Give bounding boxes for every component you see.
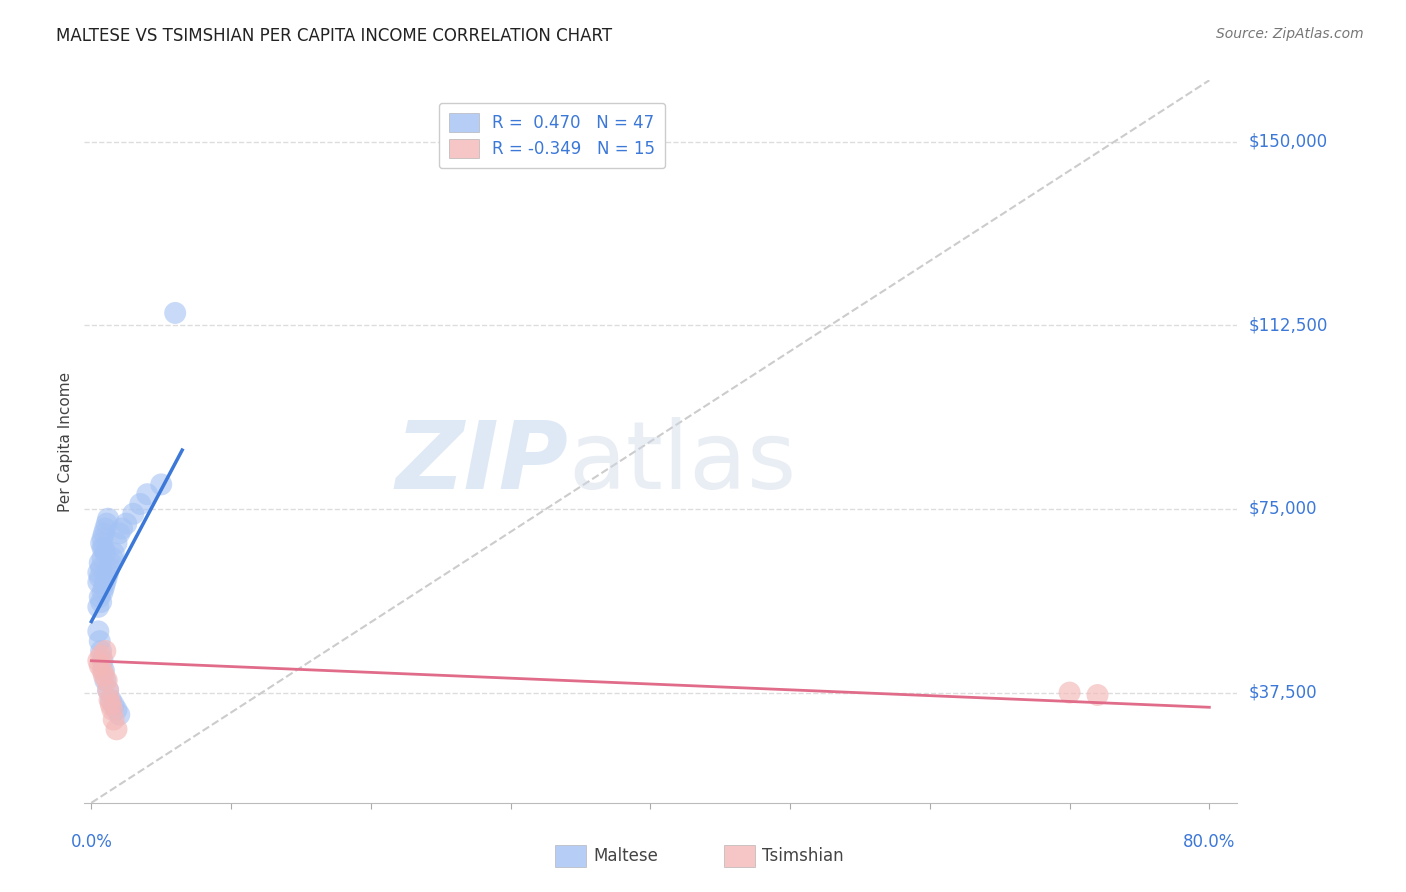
Point (91, 585, 114, 599)
Text: Maltese: Maltese (593, 847, 658, 865)
Point (90, 560, 112, 574)
Point (105, 723, 128, 737)
Point (87, 624, 110, 639)
Text: MALTESE VS TSIMSHIAN PER CAPITA INCOME CORRELATION CHART: MALTESE VS TSIMSHIAN PER CAPITA INCOME C… (56, 27, 613, 45)
Point (89, 658, 111, 673)
Point (91, 531, 114, 545)
Text: atlas: atlas (568, 417, 797, 509)
Point (105, 536, 128, 550)
Point (93, 664, 115, 678)
Point (94, 575, 117, 590)
Point (100, 693, 122, 707)
Point (91, 550, 114, 565)
Point (150, 477, 173, 491)
Point (115, 516, 138, 531)
Point (101, 550, 124, 565)
Point (100, 556, 122, 570)
Point (96, 570, 118, 584)
Point (91, 654, 114, 668)
Point (98, 560, 121, 574)
Point (103, 698, 125, 712)
Point (94, 673, 117, 688)
Text: $37,500: $37,500 (1249, 683, 1317, 702)
Point (108, 526, 131, 541)
Point (103, 713, 125, 727)
Point (89, 634, 111, 648)
Point (90, 644, 112, 658)
Point (111, 521, 134, 535)
Point (1059, 685, 1081, 699)
Point (100, 698, 122, 712)
Point (94, 644, 117, 658)
Point (93, 580, 115, 594)
Point (91, 664, 114, 678)
Point (90, 648, 112, 663)
Point (96, 673, 118, 688)
Point (97, 683, 120, 698)
Point (89, 556, 111, 570)
Point (87, 654, 110, 668)
Point (89, 570, 111, 584)
Point (101, 703, 124, 717)
Point (89, 590, 111, 604)
Text: 0.0%: 0.0% (70, 833, 112, 851)
Text: 80.0%: 80.0% (1182, 833, 1236, 851)
Point (91, 541, 114, 555)
Point (90, 595, 112, 609)
Point (87, 575, 110, 590)
Point (97, 566, 120, 580)
Point (1087, 688, 1109, 702)
Text: $75,000: $75,000 (1249, 500, 1317, 518)
Point (136, 487, 159, 501)
Point (87, 599, 110, 614)
Point (97, 683, 120, 698)
Point (96, 516, 118, 531)
Text: $112,500: $112,500 (1249, 316, 1327, 334)
Point (108, 707, 131, 722)
Point (94, 521, 117, 535)
Point (93, 668, 115, 682)
Point (105, 703, 128, 717)
Y-axis label: Per Capita Income: Per Capita Income (58, 371, 73, 512)
Point (87, 566, 110, 580)
Text: Source: ZipAtlas.com: Source: ZipAtlas.com (1216, 27, 1364, 41)
Point (90, 536, 112, 550)
Text: ZIP: ZIP (395, 417, 568, 509)
Point (165, 306, 187, 320)
Point (97, 511, 120, 525)
Legend: R =  0.470   N = 47, R = -0.349   N = 15: R = 0.470 N = 47, R = -0.349 N = 15 (439, 103, 665, 169)
Point (103, 546, 125, 560)
Text: Tsimshian: Tsimshian (762, 847, 844, 865)
Point (129, 497, 152, 511)
Point (93, 526, 115, 541)
Point (93, 541, 115, 555)
Text: $150,000: $150,000 (1249, 133, 1327, 151)
Point (122, 507, 145, 521)
Point (98, 693, 121, 707)
Point (94, 546, 117, 560)
